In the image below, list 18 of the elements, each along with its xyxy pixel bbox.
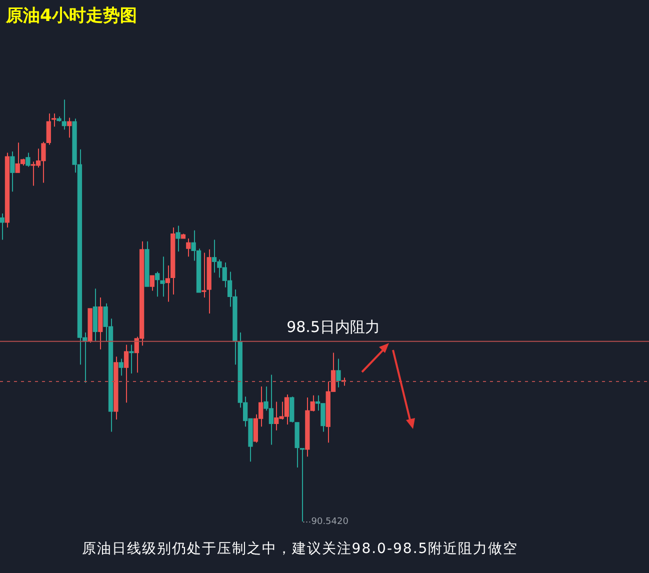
candlestick (186, 238, 191, 258)
candlestick (124, 344, 129, 404)
candlestick (62, 99, 67, 130)
candlestick (176, 225, 180, 252)
candlestick (150, 275, 154, 292)
candlestick (67, 117, 72, 138)
annotation: 90.5420 (311, 516, 349, 527)
candlestick (118, 358, 124, 376)
candlestick (0, 213, 4, 240)
chart-title: 原油4小时走势图 (6, 5, 137, 27)
candlestick (129, 344, 134, 374)
candlestick (10, 151, 15, 192)
candlestick (155, 271, 160, 298)
ref-line-label: 98.5日内阻力 (286, 318, 380, 336)
candlestick (336, 358, 341, 388)
candlestick (160, 256, 165, 298)
text: 原油日线级别仍处于压制之中，建议关注98.0-98.5附近阻力做空 (80, 540, 520, 558)
candlestick (26, 152, 30, 168)
